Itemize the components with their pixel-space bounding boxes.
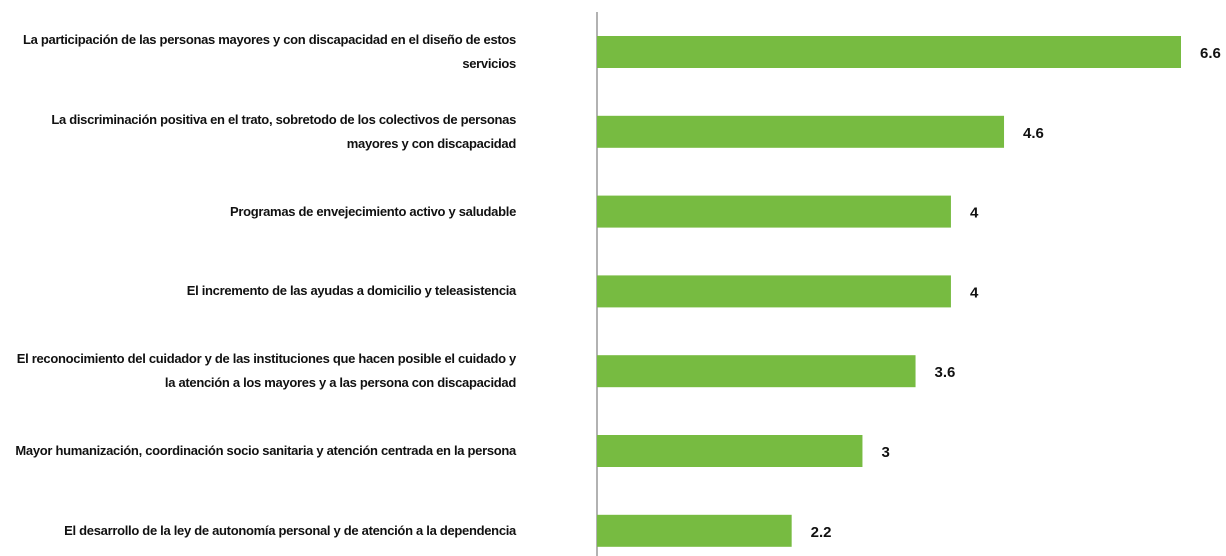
category-label: El desarrollo de la ley de autonomía per… xyxy=(64,522,516,538)
category-label: La participación de las personas mayores… xyxy=(22,32,516,71)
value-label: 6.6 xyxy=(1200,45,1221,62)
value-label: 4.6 xyxy=(1023,125,1044,142)
value-label: 3 xyxy=(881,444,889,461)
bar xyxy=(597,435,863,467)
bar xyxy=(597,355,916,388)
category-label: El reconocimiento del cuidador y de las … xyxy=(16,351,517,391)
value-label: 2.2 xyxy=(811,524,832,541)
bar xyxy=(597,115,1005,148)
value-label: 4 xyxy=(970,205,979,222)
bar xyxy=(597,195,951,228)
value-label: 4 xyxy=(970,284,979,301)
bar xyxy=(597,275,951,308)
category-label: La discriminación positiva en el trato, … xyxy=(51,111,516,151)
bar xyxy=(597,36,1181,68)
category-label: El incremento de las ayudas a domicilio … xyxy=(186,283,517,299)
category-label: Mayor humanización, coordinación socio s… xyxy=(15,443,516,458)
category-label: Programas de envejecimiento activo y sal… xyxy=(229,203,516,219)
value-label: 3.6 xyxy=(935,364,956,381)
bar xyxy=(597,514,792,547)
